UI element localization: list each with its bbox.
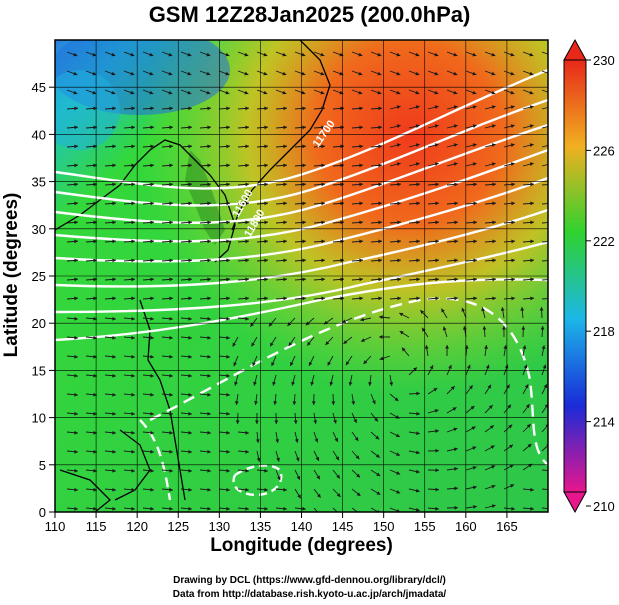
wind-vectors: [66, 51, 548, 512]
y-tick-label: 10: [32, 411, 46, 426]
y-tick-label: 35: [32, 175, 46, 190]
y-tick-label: 45: [32, 80, 46, 95]
x-tick-label: 120: [126, 519, 148, 534]
x-tick-label: 150: [373, 519, 395, 534]
credit-drawing: Drawing by DCL (https://www.gfd-dennou.o…: [173, 575, 446, 586]
y-axis-label: Latitude (degrees): [1, 192, 22, 358]
y-tick-label: 5: [39, 458, 46, 473]
contour-line-dashed: [232, 464, 283, 497]
x-tick-label: 135: [250, 519, 272, 534]
contour-line-dashed: [139, 419, 172, 501]
x-tick-label: 115: [86, 519, 107, 534]
contour-line: [55, 123, 548, 224]
y-tick-label: 0: [39, 505, 46, 520]
temperature-field: [55, 40, 548, 512]
contour-line: [55, 98, 548, 207]
x-tick-label: 155: [414, 519, 436, 534]
colorbar-tick-label: 210: [593, 499, 615, 514]
colorbar-tick-label: 214: [593, 415, 615, 430]
contour-line-dashed: [149, 297, 548, 466]
y-tick-label: 15: [32, 363, 46, 378]
contour-line: [55, 68, 548, 190]
colorbar-tick-label: 222: [593, 234, 615, 249]
map-title: GSM 12Z28Jan2025 (200.0hPa): [148, 2, 471, 27]
y-axis-ticks: 0 5 10 15 20 25 30 35 40 45: [32, 80, 55, 520]
colorbar-tick-label: 230: [593, 53, 615, 68]
x-tick-label: 165: [496, 519, 518, 534]
y-tick-label: 20: [32, 316, 46, 331]
x-tick-label: 140: [291, 519, 313, 534]
credit-data: Data from http://database.rish.kyoto-u.a…: [172, 589, 447, 600]
contour-line: [55, 240, 548, 314]
colorbar-tick-label: 226: [593, 143, 615, 158]
colorbar-scale: [563, 59, 587, 493]
x-axis-label: Longitude (degrees): [210, 535, 393, 556]
colorbar: 210 214 218 222 226 230: [563, 38, 615, 514]
height-contours: [55, 68, 548, 501]
y-tick-label: 25: [32, 269, 46, 284]
colorbar-top-arrow: [563, 38, 587, 61]
contour-line: [55, 176, 548, 263]
contour-line: [55, 278, 548, 342]
x-tick-label: 125: [167, 519, 189, 534]
contour-line: [55, 208, 548, 288]
y-tick-label: 30: [32, 222, 46, 237]
x-tick-label: 160: [455, 519, 477, 534]
colorbar-bottom-arrow: [563, 491, 587, 514]
y-tick-label: 40: [32, 127, 46, 142]
x-tick-label: 145: [332, 519, 354, 534]
x-axis-ticks: 110 115 120 125 130 135 140 145 150 155 160 165: [45, 512, 518, 534]
grid-lines: [55, 40, 548, 512]
x-tick-label: 130: [208, 519, 230, 534]
x-tick-label: 110: [45, 519, 66, 534]
colorbar-tick-label: 218: [593, 324, 615, 339]
